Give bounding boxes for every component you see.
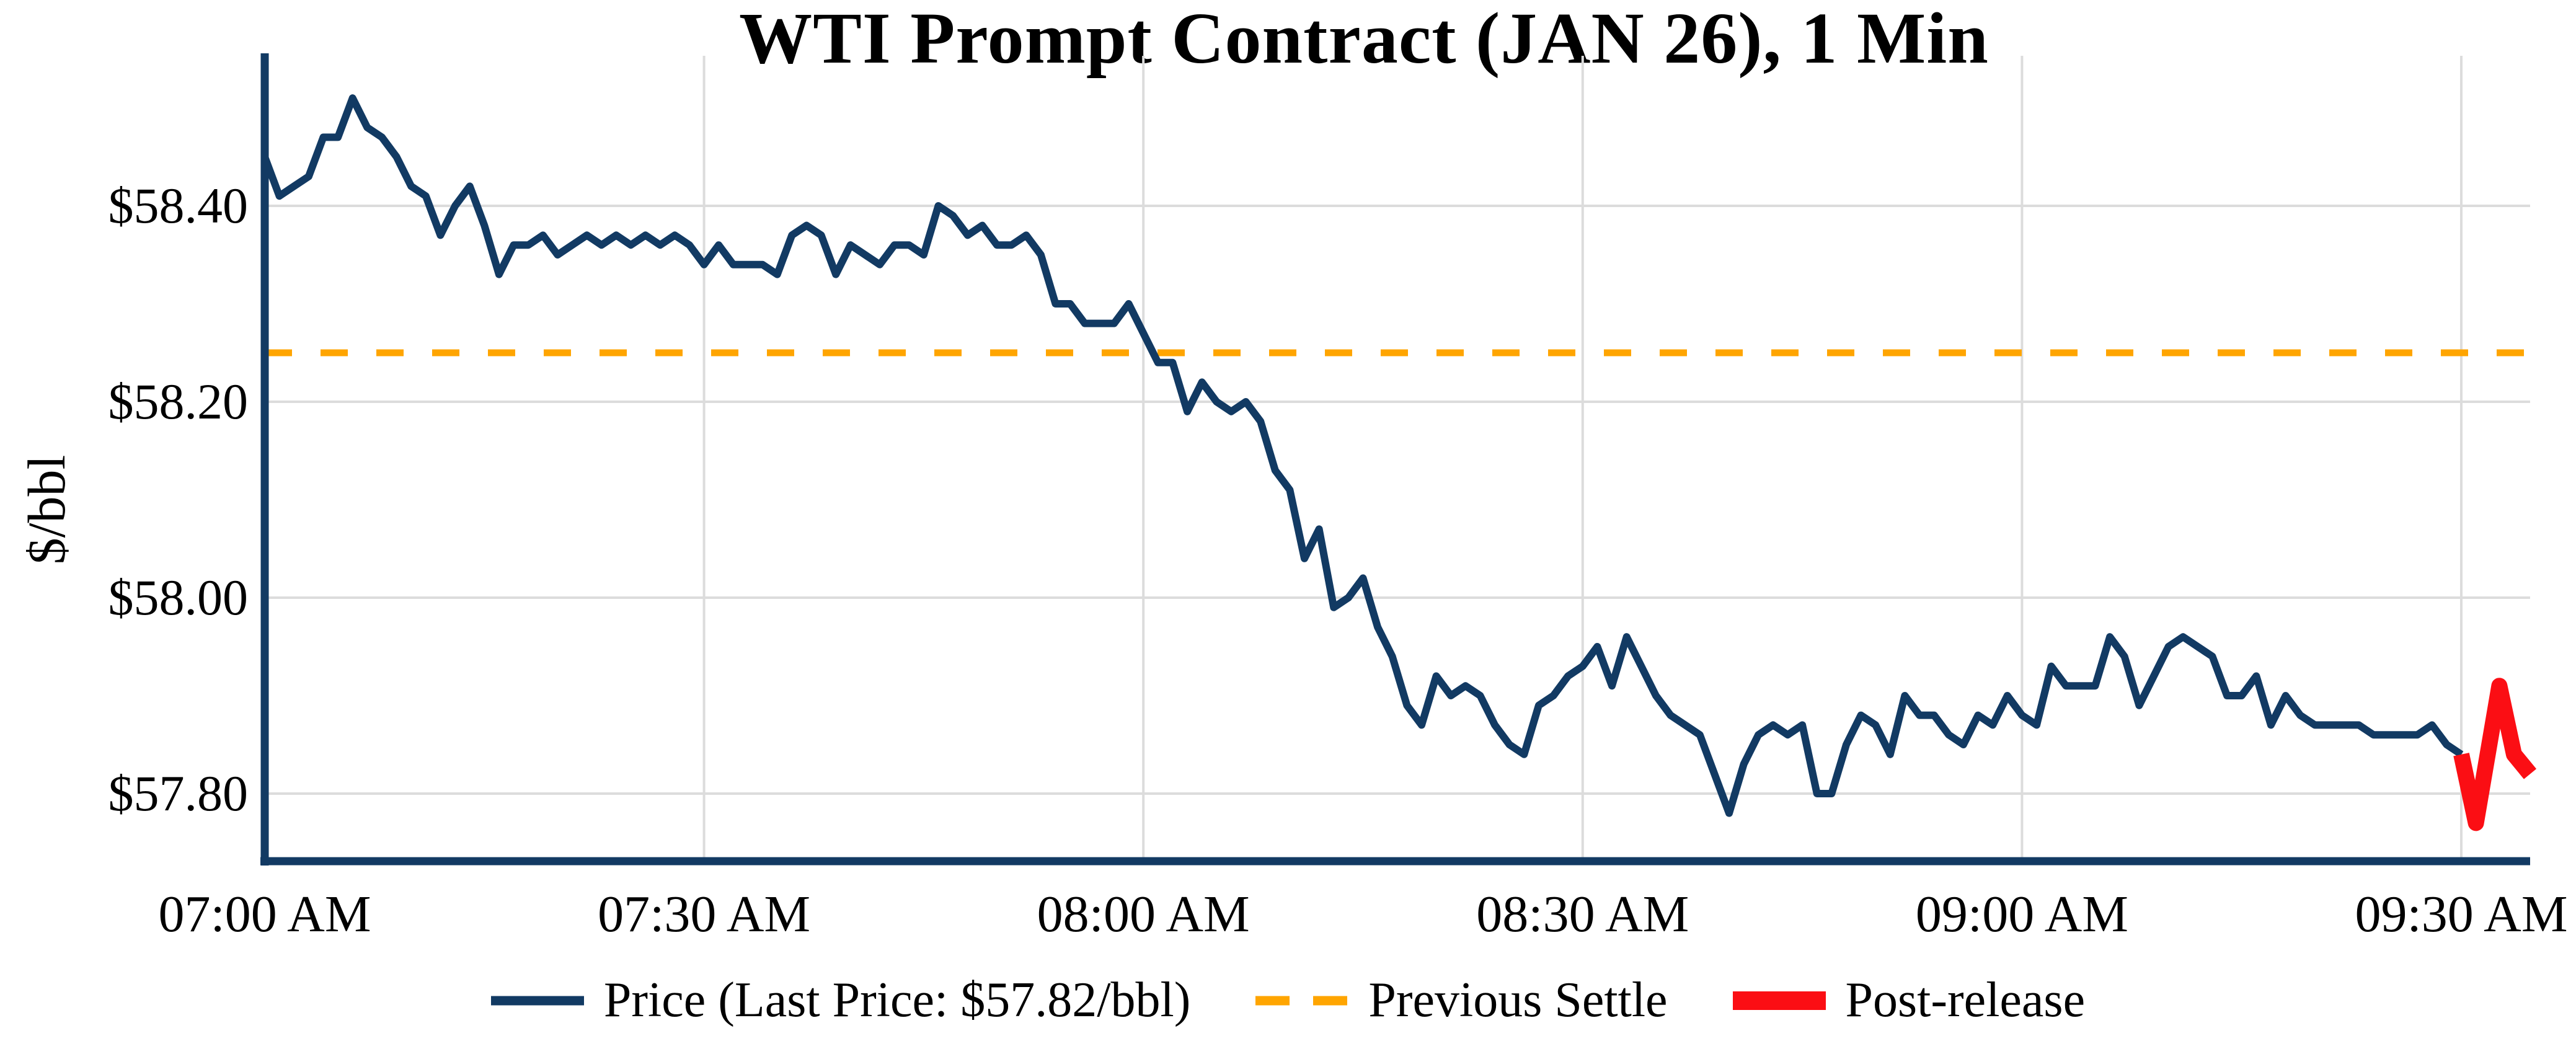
x-tick-label: 09:00 AM xyxy=(1915,885,2128,943)
legend-item-settle: Previous Settle xyxy=(1255,972,1668,1029)
x-tick-label: 08:30 AM xyxy=(1476,885,1689,943)
y-tick-label: $58.20 xyxy=(108,373,249,430)
y-tick-label: $58.00 xyxy=(108,569,249,626)
post-release-swatch xyxy=(1732,991,1826,1010)
x-tick-label: 08:00 AM xyxy=(1037,885,1250,943)
legend-item-price: Price (Last Price: $57.82/bbl) xyxy=(490,972,1191,1029)
legend-settle-label: Previous Settle xyxy=(1368,973,1668,1027)
legend-item-post: Post-release xyxy=(1732,972,2086,1029)
x-tick-label: 07:00 AM xyxy=(158,885,371,943)
legend-price-label: Price (Last Price: $57.82/bbl) xyxy=(603,973,1191,1027)
legend: Price (Last Price: $57.82/bbl) Previous … xyxy=(0,972,2576,1029)
settle-dashed-swatch xyxy=(1255,996,1349,1005)
x-tick-label: 07:30 AM xyxy=(598,885,811,943)
y-tick-label: $58.40 xyxy=(108,177,249,234)
legend-post-label: Post-release xyxy=(1845,973,2086,1027)
chart-title: WTI Prompt Contract (JAN 26), 1 Min xyxy=(739,0,1989,79)
x-tick-label: 09:30 AM xyxy=(2355,885,2568,943)
y-tick-label: $57.80 xyxy=(108,765,249,822)
price-line-swatch xyxy=(490,996,584,1005)
